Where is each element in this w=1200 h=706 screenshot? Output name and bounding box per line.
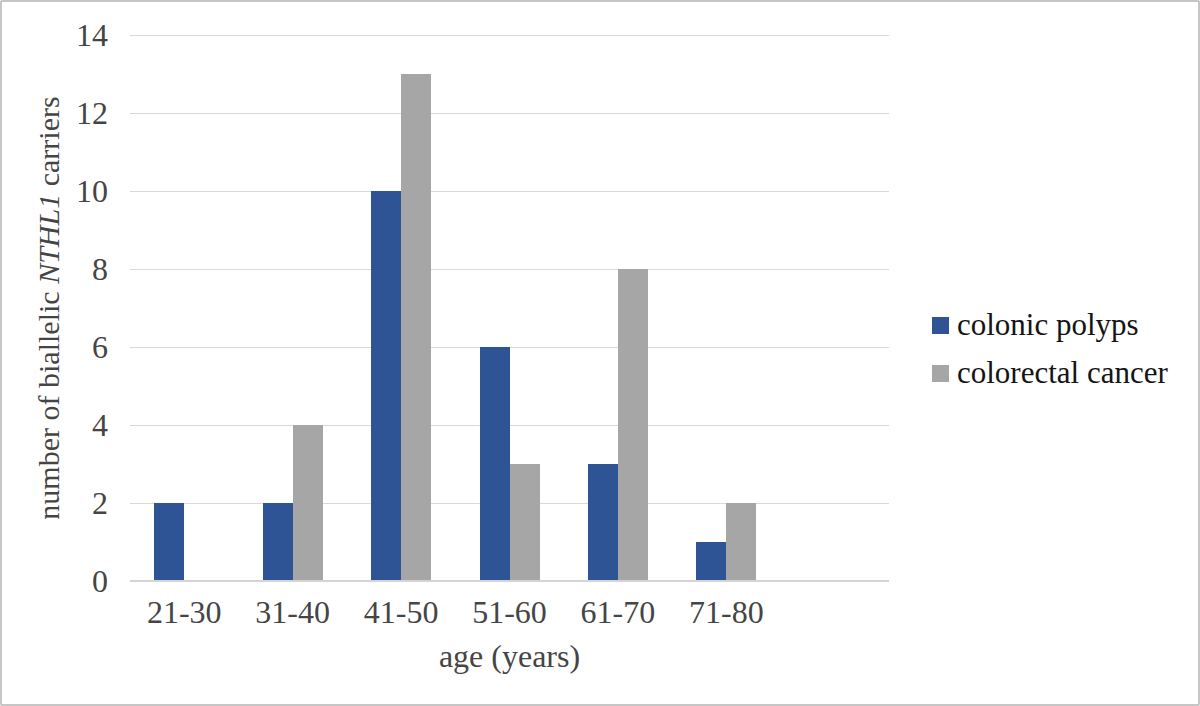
- y-axis-title-prefix: number of biallelic: [32, 284, 65, 520]
- legend-label-colonic-polyps: colonic polyps: [957, 307, 1139, 343]
- legend-label-colorectal-cancer: colorectal cancer: [957, 355, 1168, 391]
- bar-chart-figure: 02468101214 21-3031-4041-5051-6061-7071-…: [0, 0, 1200, 706]
- legend-item-colorectal-cancer: colorectal cancer: [932, 355, 1168, 391]
- bar-colorectal-cancer-31-40: [293, 425, 323, 581]
- x-axis-line: [130, 580, 889, 582]
- bar-colonic-polyps-31-40: [263, 503, 293, 581]
- legend-swatch-colorectal-cancer: [932, 365, 949, 382]
- y-axis-title-gene: NTHL1: [32, 194, 65, 284]
- bar-colonic-polyps-51-60: [480, 347, 510, 581]
- x-axis-title: age (years): [130, 638, 889, 675]
- y-axis-tick-label-14: 14: [28, 17, 108, 53]
- bar-colorectal-cancer-61-70: [618, 269, 648, 581]
- x-axis-tick-label-71-80: 71-80: [656, 594, 796, 630]
- bar-colonic-polyps-21-30: [154, 503, 184, 581]
- bar-colorectal-cancer-71-80: [726, 503, 756, 581]
- y-axis-title-suffix: carriers: [32, 96, 65, 193]
- bar-colorectal-cancer-51-60: [510, 464, 540, 581]
- legend-swatch-colonic-polyps: [932, 317, 949, 334]
- y-axis-title: number of biallelic NTHL1 carriers: [32, 96, 66, 519]
- gridline-y-10: [130, 191, 889, 192]
- plot-area: [130, 35, 889, 581]
- gridline-y-8: [130, 269, 889, 270]
- gridline-y-6: [130, 347, 889, 348]
- bar-colonic-polyps-61-70: [588, 464, 618, 581]
- gridline-y-4: [130, 425, 889, 426]
- y-axis-tick-label-0: 0: [28, 563, 108, 599]
- legend: colonic polyps colorectal cancer: [932, 307, 1168, 403]
- legend-item-colonic-polyps: colonic polyps: [932, 307, 1168, 343]
- gridline-y-12: [130, 113, 889, 114]
- bar-colorectal-cancer-41-50: [401, 74, 431, 581]
- gridline-y-14: [130, 35, 889, 36]
- bar-colonic-polyps-71-80: [696, 542, 726, 581]
- bar-colonic-polyps-41-50: [371, 191, 401, 581]
